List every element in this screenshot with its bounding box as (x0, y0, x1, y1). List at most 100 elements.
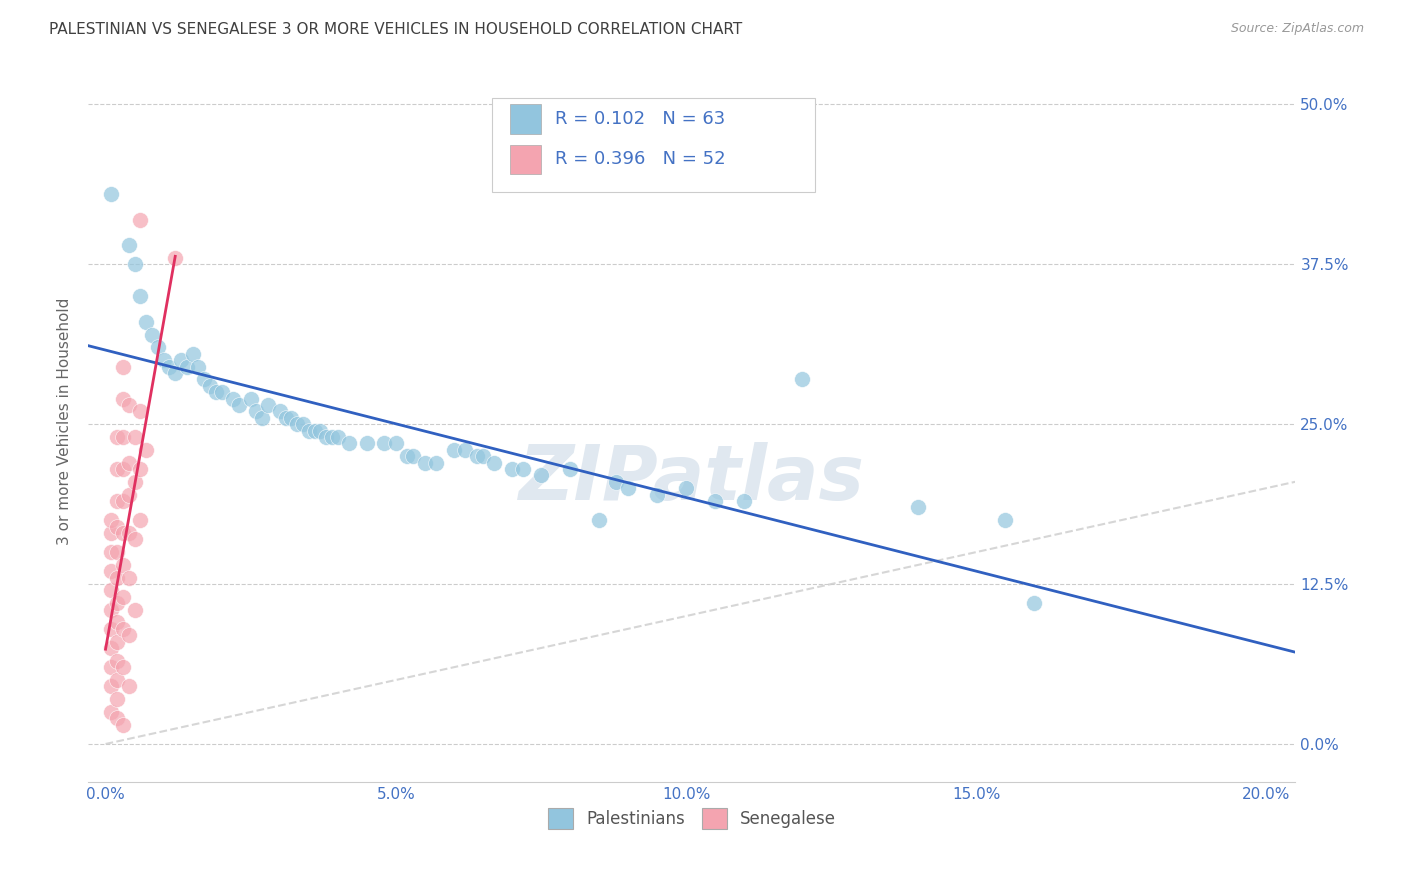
Point (530, 468, 553, 483)
Point (501, 462, 523, 476)
Point (274, 410, 297, 425)
Point (280, 410, 302, 425)
Point (146, 340, 169, 354)
Point (211, 385, 233, 400)
Point (454, 442, 477, 457)
Point (129, 462, 152, 476)
Point (176, 359, 198, 374)
Point (384, 436, 406, 450)
Point (141, 327, 163, 342)
Point (337, 436, 360, 450)
Point (105, 545, 128, 559)
Point (118, 571, 141, 585)
Point (111, 590, 134, 604)
Point (111, 430, 134, 444)
Point (135, 315, 157, 329)
Point (105, 615, 128, 630)
Point (304, 424, 326, 438)
Point (356, 436, 378, 450)
Point (111, 494, 134, 508)
Point (222, 392, 245, 406)
Point (512, 462, 534, 476)
Point (124, 257, 146, 271)
Point (124, 430, 146, 444)
Point (157, 359, 180, 374)
Point (105, 430, 128, 444)
Point (111, 718, 134, 732)
Point (105, 654, 128, 668)
Point (239, 392, 262, 406)
Point (105, 634, 128, 648)
Legend: Palestinians, Senegalese: Palestinians, Senegalese (541, 802, 842, 836)
Point (588, 513, 610, 527)
Point (373, 436, 395, 450)
Point (269, 404, 291, 418)
Point (118, 628, 141, 642)
Point (907, 500, 929, 515)
Point (558, 462, 581, 476)
Point (170, 353, 193, 368)
Point (291, 417, 314, 432)
Point (111, 525, 134, 540)
Point (309, 424, 332, 438)
Point (396, 449, 419, 463)
Point (994, 513, 1017, 527)
Point (105, 596, 128, 610)
Point (135, 442, 157, 457)
Point (181, 347, 204, 361)
Point (111, 359, 134, 374)
Point (100, 640, 122, 655)
Point (118, 525, 141, 540)
Point (118, 398, 141, 412)
Point (111, 622, 134, 636)
Point (100, 186, 122, 201)
Point (100, 602, 122, 616)
Point (105, 494, 128, 508)
Point (105, 571, 128, 585)
Point (165, 251, 187, 265)
Point (124, 533, 146, 547)
Point (228, 398, 250, 412)
Point (193, 372, 215, 386)
Point (105, 462, 128, 476)
Point (152, 353, 174, 368)
Point (198, 379, 221, 393)
Point (129, 513, 152, 527)
Point (118, 456, 141, 470)
Point (484, 456, 506, 470)
Text: ZIPatlas: ZIPatlas (519, 442, 865, 516)
Point (100, 564, 122, 578)
Point (443, 442, 465, 457)
Point (790, 372, 813, 386)
Point (704, 494, 727, 508)
Point (402, 449, 425, 463)
Point (187, 359, 209, 374)
Point (245, 404, 267, 418)
Y-axis label: 3 or more Vehicles in Household: 3 or more Vehicles in Household (58, 297, 72, 545)
Point (100, 513, 122, 527)
Point (100, 622, 122, 636)
Text: R = 0.396   N = 52: R = 0.396 N = 52 (555, 150, 725, 168)
Point (105, 519, 128, 533)
Point (165, 366, 187, 380)
Point (100, 705, 122, 719)
Point (605, 475, 627, 489)
Point (105, 692, 128, 706)
Point (298, 424, 321, 438)
Point (413, 456, 436, 470)
Point (321, 430, 343, 444)
Point (285, 417, 308, 432)
Point (100, 660, 122, 674)
Point (100, 525, 122, 540)
Point (1024, 596, 1046, 610)
Point (471, 449, 494, 463)
Point (100, 545, 122, 559)
Point (111, 660, 134, 674)
Point (100, 583, 122, 598)
Point (326, 430, 349, 444)
Point (111, 392, 134, 406)
Point (105, 711, 128, 725)
Point (252, 410, 274, 425)
Point (111, 558, 134, 572)
Point (315, 430, 337, 444)
